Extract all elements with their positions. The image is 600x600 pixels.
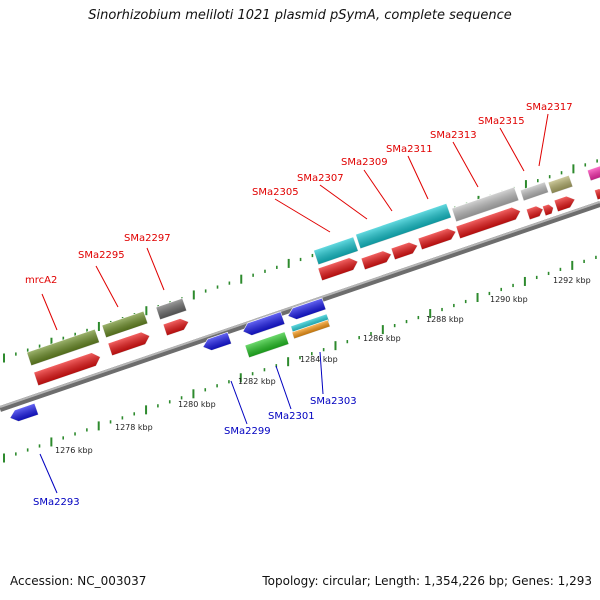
tick-label: 1292 kbp <box>553 276 591 285</box>
gene-SMa2313-gray-shade <box>451 187 519 222</box>
gene-SMa2303-cyan <box>290 313 330 335</box>
leader-line <box>499 127 525 172</box>
leader-line <box>274 198 331 233</box>
cds-SMa2301-blue-shade <box>288 298 326 320</box>
gene-label: SMa2311 <box>386 144 433 155</box>
gene-SMa2315-gray-shade <box>520 181 549 201</box>
cds-SMa2295-shade <box>107 332 150 356</box>
leader-line <box>39 453 58 494</box>
cds-SMa2313 <box>455 206 521 240</box>
cds-SMa2315b <box>542 203 554 217</box>
gene-SMa2301-green-shade <box>244 331 289 358</box>
cds-SMa2317 <box>553 195 576 213</box>
cds-SMa2309-shade <box>391 242 418 260</box>
accession-text: Accession: NC_003037 <box>10 574 147 588</box>
gene-SMa2305-cyan <box>313 236 359 265</box>
tick-row-reverse <box>3 255 597 463</box>
gene-label: SMa2297 <box>124 233 171 244</box>
gene-SMa2307-cyan <box>355 202 452 249</box>
leader-line <box>363 169 393 212</box>
leader-line <box>538 113 549 167</box>
cds-mrcA2-shade <box>33 352 101 386</box>
gene-label: SMa2313 <box>430 130 477 141</box>
topology-summary: Topology: circular; Length: 1,354,226 bp… <box>262 574 592 588</box>
cds-SMa2301-blue <box>287 297 327 320</box>
tick-label: 1286 kbp <box>363 334 401 343</box>
tick-label: 1276 kbp <box>55 446 93 455</box>
gene-SMa2303-orange-shade <box>291 319 331 339</box>
tick-label: 1288 kbp <box>426 315 464 324</box>
gene-label: SMa2309 <box>341 157 388 168</box>
gene-label: mrcA2 <box>25 275 57 286</box>
cds-SMa2313-shade <box>455 207 521 239</box>
gene-edge-magenta <box>586 165 600 182</box>
leader-line <box>319 184 368 220</box>
cds-SMa2297 <box>162 318 190 337</box>
cds-SMa2299-shade <box>203 332 232 351</box>
leader-line <box>407 155 429 200</box>
cds-SMa2305-shade <box>317 257 358 281</box>
leader-line <box>95 265 119 308</box>
tick-label: 1290 kbp <box>490 295 528 304</box>
gene-label: SMa2299 <box>224 426 271 437</box>
cds-SMa2295 <box>107 331 151 357</box>
cds-SMa2299 <box>202 331 232 351</box>
gene-SMa2313-gray <box>451 186 520 223</box>
cds-SMa2309 <box>390 241 419 261</box>
gene-SMa2295-olive <box>101 310 149 339</box>
leader-line <box>146 247 165 291</box>
cds-SMa2307 <box>360 250 392 271</box>
cds-SMa2315 <box>525 205 544 221</box>
gene-label: SMa2315 <box>478 116 525 127</box>
cds-SMa2315-shade <box>526 205 544 220</box>
gene-SMa2305-cyan-shade <box>313 236 359 265</box>
cds-mrcA2 <box>33 352 101 387</box>
tick-label: 1278 kbp <box>115 423 153 432</box>
cds-SMa2311-shade <box>418 228 456 250</box>
cds-SMa2307-shade <box>361 250 392 270</box>
tick-label: 1280 kbp <box>178 400 216 409</box>
gene-label: SMa2301 <box>268 411 315 422</box>
cds-SMa2299b <box>242 311 286 336</box>
tick-label: 1282 kbp <box>238 377 276 386</box>
gene-label: SMa2305 <box>252 187 299 198</box>
leader-line <box>275 365 292 410</box>
gene-label: SMa2293 <box>33 497 80 508</box>
gene-SMa2303-cyan-shade <box>290 313 330 334</box>
cds-SMa2293-shade <box>10 403 39 422</box>
gene-label: SMa2295 <box>78 250 125 261</box>
gene-SMa2301-green <box>244 331 290 359</box>
gene-label: SMa2303 <box>310 396 357 407</box>
gene-SMa2297-gray <box>155 297 187 321</box>
gene-SMa2303-orange <box>291 319 331 340</box>
cds-SMa2293 <box>9 402 39 422</box>
gene-SMa2315-gray <box>519 181 549 202</box>
cds-SMa2297-shade <box>163 318 189 336</box>
labels-layer: 1276 kbp 1278 kbp 1280 kbp 1282 kbp 1284 kbp… <box>25 102 591 508</box>
leader-line <box>452 141 479 188</box>
cds-SMa2311 <box>417 227 457 251</box>
gene-mrcA2-olive-shade <box>26 329 100 366</box>
cds-edge-shade <box>594 188 600 200</box>
leader-line <box>319 351 324 395</box>
gene-SMa2317-khaki <box>547 174 574 195</box>
leader-line <box>230 380 248 425</box>
gene-label: SMa2317 <box>526 102 573 113</box>
cds-SMa2317-shade <box>554 196 575 212</box>
cds-SMa2299b-shade <box>243 311 285 336</box>
gene-label: SMa2307 <box>297 173 344 184</box>
cds-SMa2305 <box>317 257 359 282</box>
gene-SMa2295-olive-shade <box>101 311 148 338</box>
gene-mrcA2-olive <box>26 328 100 367</box>
cds-edge <box>594 188 600 201</box>
leader-line <box>41 293 58 331</box>
map-title: Sinorhizobium meliloti 1021 plasmid pSym… <box>88 8 512 23</box>
gene-SMa2317-khaki-shade <box>548 175 573 194</box>
cds-SMa2315b-shade <box>542 204 554 216</box>
tick-label: 1284 kbp <box>300 355 338 364</box>
gene-SMa2307-cyan-shade <box>355 203 452 249</box>
gene-SMa2297-gray-shade <box>155 298 187 320</box>
features-layer <box>9 165 600 422</box>
